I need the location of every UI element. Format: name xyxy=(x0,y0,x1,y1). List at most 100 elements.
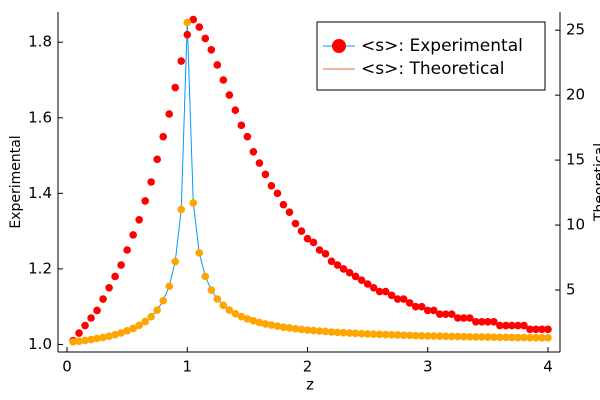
data-point xyxy=(183,30,192,39)
data-point xyxy=(129,231,137,239)
data-point xyxy=(417,331,426,340)
data-point xyxy=(363,280,372,288)
data-point xyxy=(255,159,264,167)
data-point xyxy=(460,314,468,322)
data-point xyxy=(261,320,270,328)
data-point xyxy=(297,325,306,334)
y-axis-label: Experimental xyxy=(8,135,24,228)
data-point xyxy=(303,326,312,334)
data-point xyxy=(267,321,276,329)
x-axis-label: z xyxy=(306,376,314,394)
y-tick-label: 1.2 xyxy=(28,259,52,277)
data-point xyxy=(285,324,294,332)
data-point xyxy=(255,318,264,327)
data-point xyxy=(261,170,270,179)
data-point xyxy=(496,321,504,330)
data-point xyxy=(81,336,89,345)
legend-label: <s>: Theoretical xyxy=(361,59,504,79)
data-point xyxy=(75,329,83,337)
data-point xyxy=(520,321,528,330)
data-point xyxy=(538,325,546,334)
data-point xyxy=(207,286,216,294)
data-point xyxy=(279,200,288,209)
data-point xyxy=(339,328,348,337)
data-point xyxy=(69,338,77,346)
data-point xyxy=(484,317,492,326)
data-point xyxy=(526,333,534,342)
data-point xyxy=(514,333,522,342)
data-point xyxy=(393,331,402,339)
y2-tick-label: 5 xyxy=(566,281,576,299)
data-point xyxy=(87,314,95,322)
data-point xyxy=(321,327,330,336)
data-point xyxy=(189,199,198,207)
data-point xyxy=(105,283,113,292)
data-point xyxy=(165,110,174,118)
data-point xyxy=(285,208,294,217)
data-point xyxy=(369,330,378,339)
data-point xyxy=(405,299,414,307)
y2-tick-label: 20 xyxy=(566,86,585,104)
data-point xyxy=(472,317,480,326)
data-point xyxy=(159,296,168,305)
data-point xyxy=(75,337,83,346)
legend-label: <s>: Experimental xyxy=(361,36,523,56)
data-point xyxy=(87,335,95,344)
y2-tick-label: 15 xyxy=(566,151,585,169)
data-point xyxy=(544,334,552,342)
data-point xyxy=(273,189,282,198)
data-point xyxy=(153,306,161,314)
y-tick-label: 1.4 xyxy=(28,184,52,202)
data-point xyxy=(207,45,216,54)
data-point xyxy=(129,324,137,333)
x-tick-label: 1 xyxy=(182,358,192,376)
data-point xyxy=(411,302,420,311)
data-point xyxy=(165,282,174,291)
data-point xyxy=(339,265,348,273)
data-point xyxy=(544,325,552,334)
data-point xyxy=(429,306,438,315)
data-point xyxy=(538,334,546,342)
data-point xyxy=(249,147,258,156)
legend-marker xyxy=(332,39,346,53)
data-point xyxy=(237,312,246,321)
x-tick-label: 0 xyxy=(62,358,72,376)
data-point xyxy=(315,246,324,254)
data-point xyxy=(429,332,438,340)
data-point xyxy=(532,325,540,334)
data-point xyxy=(508,321,516,330)
data-point xyxy=(532,333,540,342)
data-point xyxy=(327,257,336,266)
data-point xyxy=(303,234,312,243)
data-point xyxy=(447,310,456,319)
data-point xyxy=(267,181,276,190)
data-point xyxy=(231,106,240,115)
data-point xyxy=(225,91,234,99)
data-point xyxy=(375,330,384,339)
data-point xyxy=(105,332,113,340)
data-point xyxy=(478,333,486,341)
data-point xyxy=(195,23,204,31)
data-point xyxy=(393,295,402,303)
data-point xyxy=(225,306,234,314)
data-point xyxy=(111,272,119,281)
data-point xyxy=(345,268,354,277)
data-point xyxy=(171,257,180,266)
data-point xyxy=(297,227,306,235)
data-point xyxy=(453,332,462,341)
data-point xyxy=(135,215,143,224)
data-point xyxy=(357,276,366,285)
data-point xyxy=(213,295,222,303)
data-point xyxy=(147,312,155,321)
data-point xyxy=(177,57,186,65)
data-point xyxy=(141,197,149,205)
x-tick-label: 4 xyxy=(543,358,553,376)
data-point xyxy=(526,325,534,334)
data-point xyxy=(472,333,480,341)
data-point xyxy=(460,332,468,341)
data-point xyxy=(381,287,390,296)
data-point xyxy=(315,327,324,335)
data-point xyxy=(153,155,161,164)
data-point xyxy=(81,321,89,330)
data-point xyxy=(159,132,168,141)
